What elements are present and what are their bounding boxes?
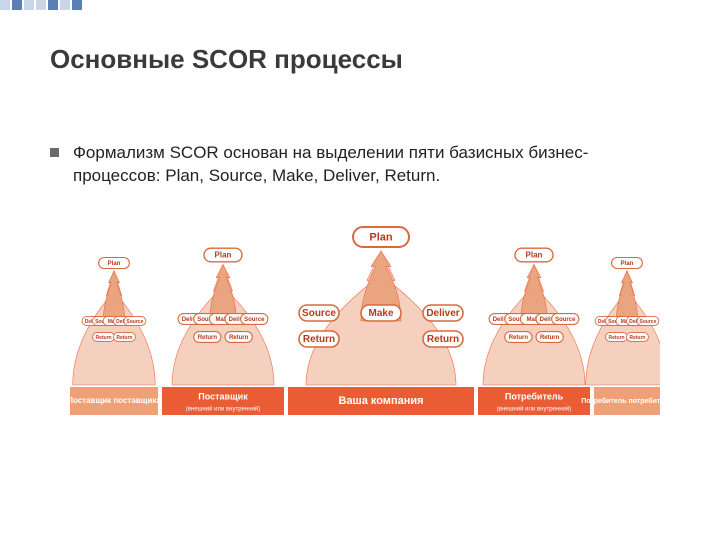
svg-text:Source: Source <box>639 319 656 325</box>
svg-text:Return: Return <box>540 335 560 341</box>
svg-text:Return: Return <box>608 335 624 341</box>
svg-text:Return: Return <box>509 335 529 341</box>
bullet-icon <box>50 148 59 157</box>
svg-text:Return: Return <box>116 335 132 341</box>
scor-diagram: PlanDeliverSourceMakeDeliverSourceReturn… <box>70 225 660 425</box>
svg-text:Deliver: Deliver <box>426 308 459 319</box>
svg-text:Поставщик поставщика: Поставщик поставщика <box>70 396 161 405</box>
svg-text:Return: Return <box>629 335 645 341</box>
svg-text:Return: Return <box>303 334 335 345</box>
page-title: Основные SCOR процессы <box>50 44 403 75</box>
svg-text:Source: Source <box>244 317 265 323</box>
svg-text:Ваша компания: Ваша компания <box>338 395 423 407</box>
svg-text:Поставщик: Поставщик <box>198 391 248 401</box>
svg-text:Plan: Plan <box>369 231 393 243</box>
svg-text:Plan: Plan <box>215 251 232 260</box>
svg-text:Return: Return <box>198 335 218 341</box>
svg-text:Source: Source <box>126 319 143 325</box>
svg-text:Return: Return <box>427 334 459 345</box>
svg-text:(внешний или внутренний): (внешний или внутренний) <box>497 406 571 413</box>
body-text: Формализм SCOR основан на выделении пяти… <box>73 142 660 188</box>
svg-text:Plan: Plan <box>621 261 634 267</box>
svg-text:Return: Return <box>95 335 111 341</box>
decorative-squares <box>0 0 84 10</box>
svg-text:Plan: Plan <box>526 251 543 260</box>
svg-text:Return: Return <box>229 335 249 341</box>
svg-text:Source: Source <box>302 308 336 319</box>
svg-text:Потребитель: Потребитель <box>505 391 564 401</box>
svg-text:Plan: Plan <box>108 261 121 267</box>
svg-text:Потребитель потребителя: Потребитель потребителя <box>581 397 660 405</box>
svg-text:Make: Make <box>368 308 393 319</box>
svg-text:(внешний или внутренний): (внешний или внутренний) <box>186 406 260 413</box>
svg-text:Source: Source <box>555 317 576 323</box>
bullet-item: Формализм SCOR основан на выделении пяти… <box>50 142 660 188</box>
